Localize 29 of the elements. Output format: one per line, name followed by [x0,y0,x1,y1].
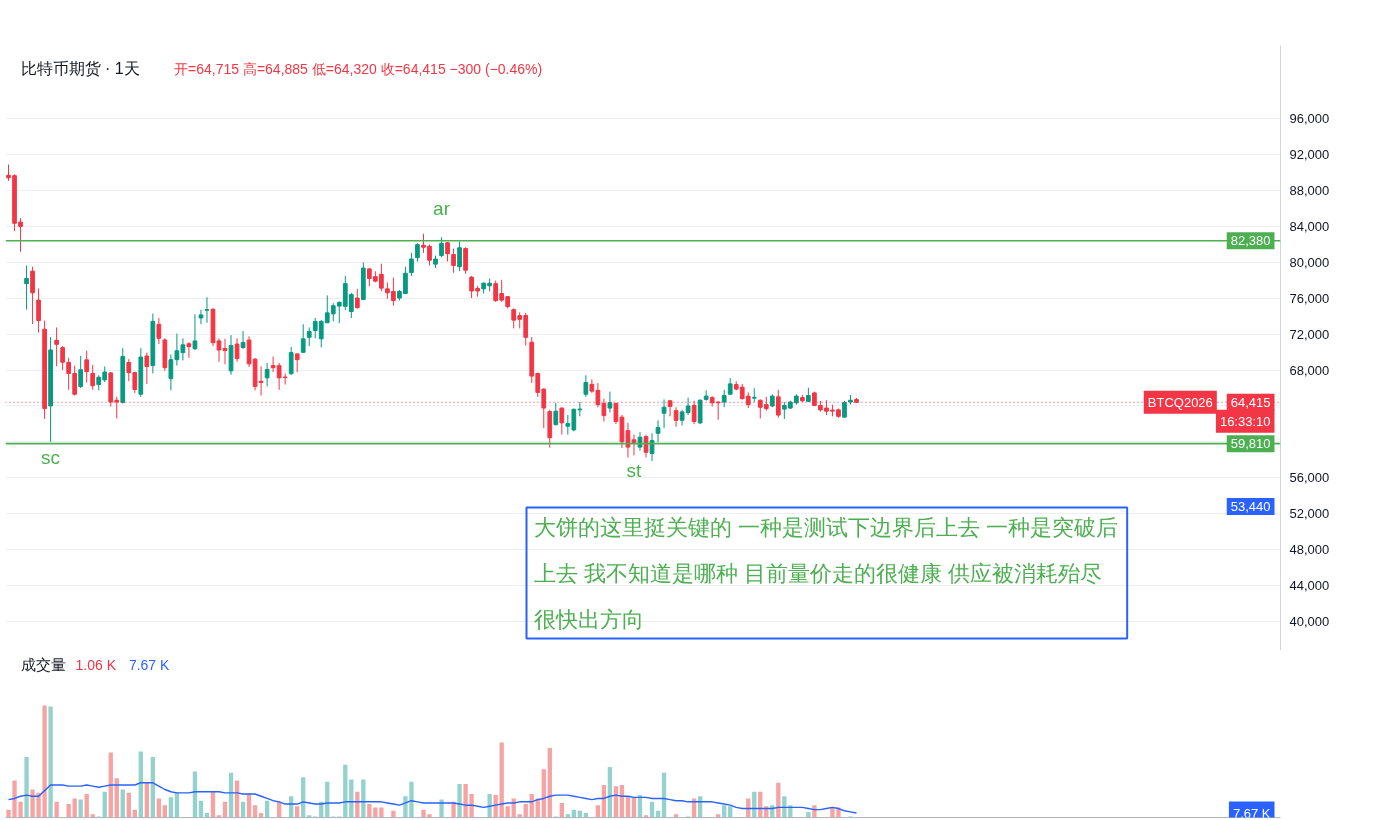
text: 7.67 K [128,656,171,673]
y-tick-label: 56,000 [1289,470,1330,486]
y-tick-label: 84,000 [1289,218,1330,234]
text: 开=64,715 高=64,885 低=64,320 收=64,415 −300 (−0.46%) [174,60,543,77]
y-tick-label: 76,000 [1289,290,1330,306]
annotation: 7.67 K [1232,805,1271,820]
y-tick-label: 72,000 [1289,326,1330,342]
chart-title: 成交量 [20,656,66,673]
y-tick-label: 52,000 [1289,506,1330,522]
y-tick-label: 88,000 [1289,182,1330,198]
annotation: BTCQ2026 [1147,394,1213,410]
text: 1.06 K [75,656,117,673]
y-tick-label: 44,000 [1289,578,1330,594]
annotation: 大饼的这里挺关键的 一种是测试下边界后上去 一种是突破后上去 我不知道是哪种 目前量价走的很健康 供应被消耗殆尽很快出方向 [533,514,1118,632]
y-tick-label: 92,000 [1289,146,1330,162]
ref-line-label: 82,380 [1230,233,1271,249]
y-tick-label: 68,000 [1289,362,1330,378]
annotation: sc [41,446,61,468]
ref-line-label: 59,810 [1230,436,1271,452]
annotation: st [626,460,643,482]
ref-line-label: 64,415 [1230,394,1271,410]
annotation: 53,440 [1230,499,1271,514]
y-tick-label: 40,000 [1289,614,1330,630]
y-tick-label: 96,000 [1289,110,1330,126]
y-tick-label: 80,000 [1289,254,1330,270]
annotation: ar [433,198,451,220]
text: 比特币期货 · 1天 [20,60,140,77]
annotation: 16:33:10 [1219,413,1271,429]
y-tick-label: 48,000 [1289,542,1330,558]
